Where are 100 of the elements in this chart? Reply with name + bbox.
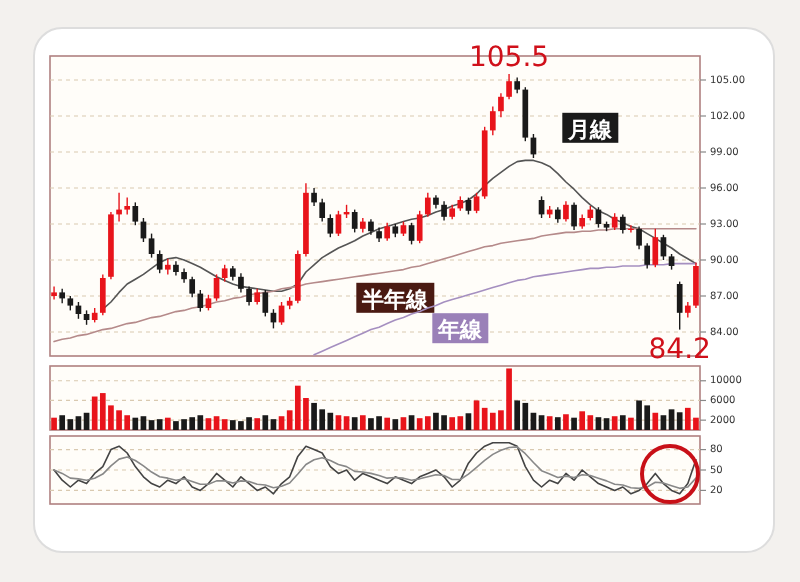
candlestick xyxy=(408,222,415,246)
candlestick xyxy=(676,280,683,331)
bar xyxy=(652,412,659,430)
series-label: 年線 xyxy=(436,317,485,344)
candlestick xyxy=(652,228,659,268)
bar xyxy=(311,402,317,430)
candlestick xyxy=(424,192,431,218)
candlestick xyxy=(164,258,171,276)
bar xyxy=(514,400,521,430)
line-series xyxy=(102,159,697,310)
bar xyxy=(343,416,350,430)
candlestick xyxy=(619,213,626,235)
bar xyxy=(99,393,106,430)
bar xyxy=(140,416,147,430)
candlestick xyxy=(189,276,196,298)
candlestick xyxy=(148,232,155,259)
bar xyxy=(506,368,512,430)
series-label: 月線 xyxy=(566,116,615,143)
bar xyxy=(579,411,586,430)
bar xyxy=(384,417,391,430)
bar xyxy=(156,419,163,430)
bar xyxy=(546,416,553,430)
candlestick xyxy=(489,105,496,136)
candlestick xyxy=(327,213,334,238)
candlestick xyxy=(473,192,480,214)
bar xyxy=(238,421,244,430)
bar xyxy=(189,417,196,430)
bar xyxy=(278,416,285,430)
bar xyxy=(611,416,618,430)
series-label: 半年線 xyxy=(360,286,431,313)
bar xyxy=(319,409,326,430)
bar xyxy=(587,415,594,430)
candlestick xyxy=(693,261,699,309)
bar xyxy=(213,416,220,430)
bar xyxy=(124,415,131,430)
bar xyxy=(424,416,431,430)
bar xyxy=(416,418,423,430)
bar xyxy=(221,419,228,430)
bar xyxy=(351,417,358,430)
bar xyxy=(91,396,98,430)
candlestick xyxy=(563,200,569,223)
bar xyxy=(205,418,212,430)
bar xyxy=(449,417,456,430)
candlestick xyxy=(644,242,651,270)
candlestick xyxy=(262,289,269,318)
bar xyxy=(644,405,651,430)
bar xyxy=(571,417,577,430)
bar xyxy=(246,417,252,430)
bar xyxy=(359,415,366,430)
bar xyxy=(59,415,66,430)
bar xyxy=(636,400,642,430)
candlestick xyxy=(522,86,529,142)
bar xyxy=(619,415,626,430)
candlestick xyxy=(156,249,163,274)
bar xyxy=(376,416,382,430)
candlestick xyxy=(416,210,423,244)
bar xyxy=(132,417,139,430)
candlestick xyxy=(246,285,252,307)
bar xyxy=(392,419,399,430)
bar xyxy=(254,418,261,430)
annotation: 84.2 xyxy=(648,333,711,366)
candlestick xyxy=(506,73,512,100)
bar xyxy=(294,385,301,430)
candlestick xyxy=(351,208,358,234)
candlestick xyxy=(335,210,342,237)
bar xyxy=(563,414,569,430)
bar xyxy=(51,417,57,430)
bar xyxy=(181,419,187,430)
bar xyxy=(116,410,122,430)
bar xyxy=(197,415,204,430)
candlestick xyxy=(319,198,326,223)
bar xyxy=(676,412,683,430)
bar xyxy=(554,417,561,430)
candlestick xyxy=(197,289,204,313)
candlestick xyxy=(132,201,139,226)
bar xyxy=(368,418,374,430)
bar xyxy=(75,416,82,430)
bar xyxy=(229,420,236,430)
candlestick xyxy=(636,225,642,250)
bar xyxy=(164,417,171,430)
bar xyxy=(481,407,488,430)
candlestick xyxy=(51,285,57,301)
bar xyxy=(327,412,334,430)
annotation: 105.5 xyxy=(468,42,550,74)
bar xyxy=(262,415,269,430)
candlestick xyxy=(571,201,577,231)
bar xyxy=(628,417,634,430)
candlestick xyxy=(99,273,106,316)
bar xyxy=(457,416,464,430)
candlestick xyxy=(294,249,301,304)
bar xyxy=(441,415,447,430)
bar xyxy=(603,418,610,430)
bar xyxy=(433,412,439,430)
candlestick xyxy=(498,92,504,118)
bar xyxy=(489,412,496,430)
bar xyxy=(67,419,74,430)
candlestick xyxy=(441,200,447,222)
bar xyxy=(684,407,691,430)
bar xyxy=(173,421,179,430)
bar xyxy=(522,402,529,430)
